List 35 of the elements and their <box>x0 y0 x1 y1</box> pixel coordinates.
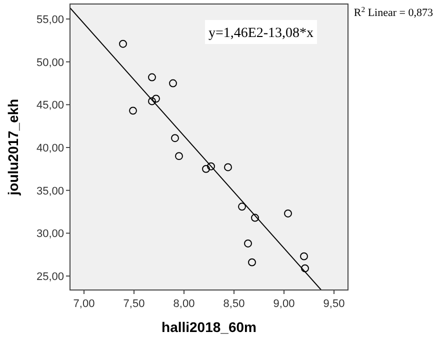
point <box>300 252 308 260</box>
point <box>284 210 292 218</box>
point <box>129 106 137 115</box>
y-tick-label: 35,00 <box>36 185 64 198</box>
point <box>148 97 156 106</box>
x-tick-label: 8,50 <box>223 298 245 310</box>
point <box>207 162 215 170</box>
y-tick-label: 55,00 <box>36 14 64 26</box>
point <box>202 164 210 173</box>
y-tick-label: 40,00 <box>36 142 64 155</box>
point <box>119 40 127 48</box>
point <box>169 79 177 88</box>
point <box>244 240 252 248</box>
x-tick-label: 9,50 <box>323 298 345 310</box>
x-tick-label: 7,00 <box>73 298 95 310</box>
x-tick-label: 9,00 <box>273 298 295 310</box>
x-tick-label: 7,50 <box>123 298 145 310</box>
point <box>251 214 259 222</box>
annotation: y=1,46E2-13,08*x <box>208 26 314 41</box>
point <box>175 152 183 160</box>
point <box>152 94 160 103</box>
y-tick-label: 25,00 <box>36 271 64 284</box>
point <box>148 73 156 82</box>
y-tick-label: 30,00 <box>36 228 64 240</box>
point <box>224 163 232 172</box>
point <box>248 258 256 266</box>
y-tick-label: 50,00 <box>36 56 64 69</box>
y-tick-label: 45,00 <box>36 100 64 112</box>
text: R$^{2}$ Linear = 0,873 <box>354 4 434 19</box>
y-axis-title: joulu2017_ekh <box>5 98 21 196</box>
point <box>301 264 309 272</box>
x-axis-title: halli2018_60m <box>162 319 256 335</box>
x-tick-label: 8,00 <box>173 298 195 310</box>
point <box>171 134 179 142</box>
point <box>238 202 246 211</box>
